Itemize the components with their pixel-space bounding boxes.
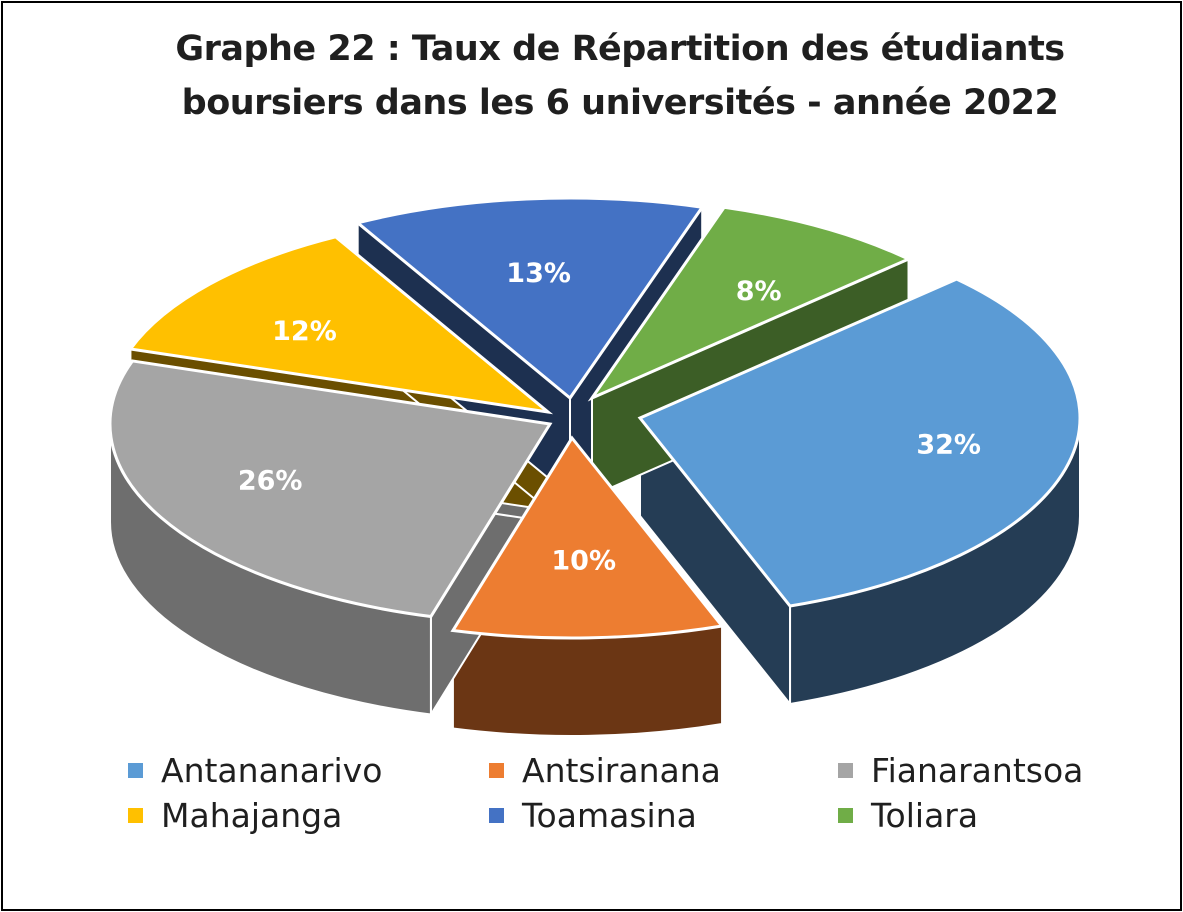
pie-slice-antananarivo [637,277,1082,608]
legend-swatch [489,807,504,823]
legend-swatch [128,762,143,778]
legend-item-fianarantsoa: Fianarantsoa [838,750,1083,790]
legend-label: Mahajanga [161,795,343,835]
legend-item-toamasina: Toamasina [489,795,697,835]
legend-label: Fianarantsoa [871,750,1084,790]
chart-title: Graphe 22 : Taux de Répartition des étud… [175,29,1065,123]
pie-slice-mahajanga [127,235,554,415]
legend-swatch [128,807,143,823]
pie-slice-antsiranana [450,435,725,640]
pie-label-layer: 32% 10% 26% 12% 13% 8% [238,258,981,576]
legend-label: Toamasina [522,795,697,835]
legend-item-antsiranana: Antsiranana [489,750,721,790]
data-label-antsiranana: 10% [551,545,616,576]
legend-item-mahajanga: Mahajanga [128,795,342,835]
legend-label: Antananarivo [161,750,383,790]
legend-swatch [838,807,853,823]
data-label-fianarantsoa: 26% [238,466,303,497]
pie-slice-fianarantsoa [108,359,553,619]
legend-swatch [838,762,853,778]
data-label-toamasina: 13% [506,258,571,289]
legend-item-antananarivo: Antananarivo [128,750,382,790]
legend-item-toliara: Toliara [838,795,978,835]
data-label-mahajanga: 12% [272,316,337,347]
pie-slice-wall-antsiranana [451,624,724,737]
pie-top-layer [108,196,1082,640]
legend-label: Antsiranana [522,750,721,790]
data-label-toliara: 8% [736,276,782,307]
data-label-antananarivo: 32% [916,429,981,460]
pie-slice-toliara [587,205,913,402]
legend-label: Toliara [871,795,979,835]
legend-swatch [489,762,504,778]
pie-slice-toamasina [354,196,705,401]
